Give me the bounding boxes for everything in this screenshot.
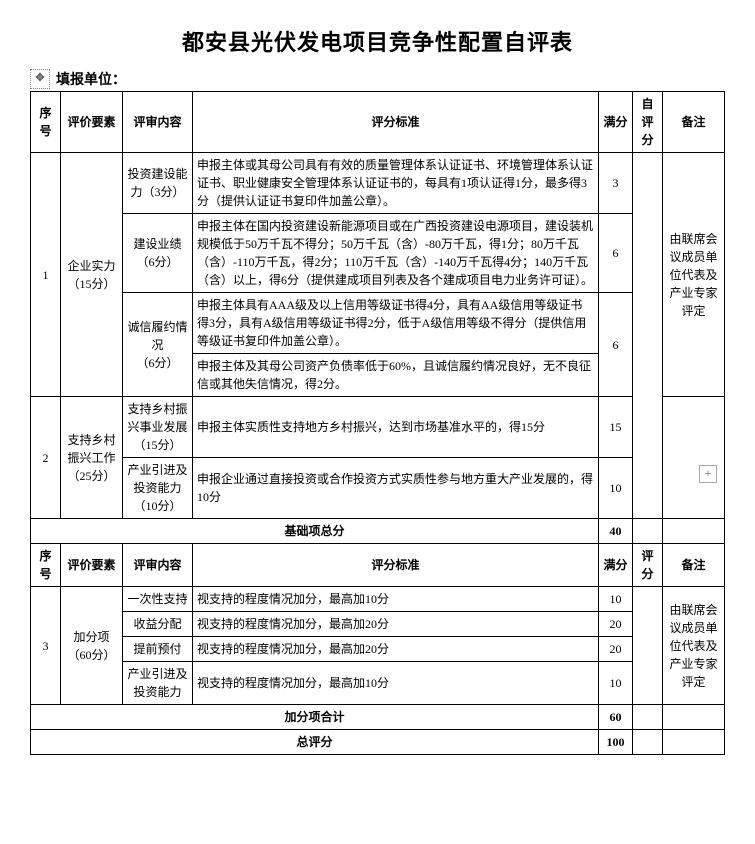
- th-self: 自评分: [633, 92, 663, 153]
- cell-self: [633, 730, 663, 755]
- cell-cont: 一次性支持: [123, 587, 193, 612]
- cell-cont: 提前预付: [123, 637, 193, 662]
- table-row: 3 加分项 （60分） 一次性支持 视支持的程度情况加分，最高加10分 10 由…: [31, 587, 725, 612]
- cell-note: [663, 705, 725, 730]
- grand-total-row: 总评分 100: [31, 730, 725, 755]
- cell-full: 15: [599, 397, 633, 458]
- cell-cont: 建设业绩 （6分）: [123, 214, 193, 293]
- th-full: 满分: [599, 544, 633, 587]
- self-eval-table: 序号 评价要素 评审内容 评分标准 满分 自评分 备注 1 企业实力 （15分）…: [30, 91, 725, 755]
- cell-std: 申报企业通过直接投资或合作投资方式实质性参与地方重大产业发展的，得10分: [193, 458, 599, 519]
- th-note: 备注: [663, 544, 725, 587]
- cell-seq: 2: [31, 397, 61, 519]
- cell-seq: 1: [31, 153, 61, 397]
- cell-note: [663, 397, 725, 519]
- bonus-total-value: 60: [599, 705, 633, 730]
- reporter-row: ✥ 填报单位：: [30, 69, 725, 89]
- bonus-total-row: 加分项合计 60: [31, 705, 725, 730]
- table-row: 建设业绩 （6分） 申报主体在国内投资建设新能源项目或在广西投资建设电源项目，建…: [31, 214, 725, 293]
- cell-std: 视支持的程度情况加分，最高加20分: [193, 637, 599, 662]
- cell-seq: 3: [31, 587, 61, 705]
- th-seq: 序号: [31, 544, 61, 587]
- table-row: 收益分配 视支持的程度情况加分，最高加20分 20: [31, 612, 725, 637]
- cell-full: 6: [599, 214, 633, 293]
- cell-self: [633, 705, 663, 730]
- table-row: 诚信履约情况 （6分） 申报主体具有AAA级及以上信用等级证书得4分，具有AA级…: [31, 293, 725, 354]
- cell-full: 10: [599, 587, 633, 612]
- cell-cont: 产业引进及投资能力（10分）: [123, 458, 193, 519]
- cell-note: [663, 519, 725, 544]
- cell-note: 由联席会议成员单位代表及产业专家评定: [663, 153, 725, 397]
- cell-full: 20: [599, 612, 633, 637]
- cell-std: 申报主体及其母公司资产负债率低于60%，且诚信履约情况良好，无不良征信或其他失信…: [193, 354, 599, 397]
- cell-cont: 投资建设能力（3分）: [123, 153, 193, 214]
- cell-elem: 企业实力 （15分）: [61, 153, 123, 397]
- cell-cont: 支持乡村振兴事业发展（15分）: [123, 397, 193, 458]
- th-note: 备注: [663, 92, 725, 153]
- th-elem: 评价要素: [61, 544, 123, 587]
- th-seq: 序号: [31, 92, 61, 153]
- cell-std: 申报主体在国内投资建设新能源项目或在广西投资建设电源项目，建设装机规模低于50万…: [193, 214, 599, 293]
- reporter-label: 填报单位：: [56, 73, 126, 88]
- th-elem: 评价要素: [61, 92, 123, 153]
- th-self: 评分: [633, 544, 663, 587]
- table-header-row: 序号 评价要素 评审内容 评分标准 满分 自评分 备注: [31, 92, 725, 153]
- add-icon[interactable]: +: [699, 465, 717, 483]
- cell-std: 视支持的程度情况加分，最高加10分: [193, 662, 599, 705]
- cell-cont: 收益分配: [123, 612, 193, 637]
- cell-std: 申报主体具有AAA级及以上信用等级证书得4分，具有AA级信用等级证书得3分，具有…: [193, 293, 599, 354]
- grand-total-value: 100: [599, 730, 633, 755]
- cell-full: 3: [599, 153, 633, 214]
- cell-note: 由联席会议成员单位代表及产业专家评定: [663, 587, 725, 705]
- th-std: 评分标准: [193, 92, 599, 153]
- cell-std: 视支持的程度情况加分，最高加10分: [193, 587, 599, 612]
- cell-elem: 支持乡村振兴工作（25分）: [61, 397, 123, 519]
- table-row: 2 支持乡村振兴工作（25分） 支持乡村振兴事业发展（15分） 申报主体实质性支…: [31, 397, 725, 458]
- cell-elem: 加分项 （60分）: [61, 587, 123, 705]
- move-handle-icon[interactable]: ✥: [30, 69, 50, 89]
- table-header-row: 序号 评价要素 评审内容 评分标准 满分 评分 备注: [31, 544, 725, 587]
- cell-full: 10: [599, 458, 633, 519]
- cell-cont: 产业引进及投资能力: [123, 662, 193, 705]
- base-total-value: 40: [599, 519, 633, 544]
- th-cont: 评审内容: [123, 92, 193, 153]
- th-std: 评分标准: [193, 544, 599, 587]
- cell-self: [633, 519, 663, 544]
- bonus-total-label: 加分项合计: [31, 705, 599, 730]
- th-cont: 评审内容: [123, 544, 193, 587]
- table-row: 提前预付 视支持的程度情况加分，最高加20分 20: [31, 637, 725, 662]
- cell-std: 申报主体或其母公司具有有效的质量管理体系认证证书、环境管理体系认证证书、职业健康…: [193, 153, 599, 214]
- table-row: 1 企业实力 （15分） 投资建设能力（3分） 申报主体或其母公司具有有效的质量…: [31, 153, 725, 214]
- cell-full: 10: [599, 662, 633, 705]
- cell-cont: 诚信履约情况 （6分）: [123, 293, 193, 397]
- cell-self: [633, 587, 663, 705]
- cell-full: 6: [599, 293, 633, 397]
- grand-total-label: 总评分: [31, 730, 599, 755]
- page-title: 都安县光伏发电项目竞争性配置自评表: [30, 25, 725, 57]
- th-full: 满分: [599, 92, 633, 153]
- cell-note: [663, 730, 725, 755]
- cell-std: 申报主体实质性支持地方乡村振兴，达到市场基准水平的，得15分: [193, 397, 599, 458]
- cell-self: [633, 153, 663, 519]
- base-total-row: 基础项总分 40: [31, 519, 725, 544]
- base-total-label: 基础项总分: [31, 519, 599, 544]
- table-row: 产业引进及投资能力（10分） 申报企业通过直接投资或合作投资方式实质性参与地方重…: [31, 458, 725, 519]
- cell-std: 视支持的程度情况加分，最高加20分: [193, 612, 599, 637]
- table-row: 产业引进及投资能力 视支持的程度情况加分，最高加10分 10: [31, 662, 725, 705]
- cell-full: 20: [599, 637, 633, 662]
